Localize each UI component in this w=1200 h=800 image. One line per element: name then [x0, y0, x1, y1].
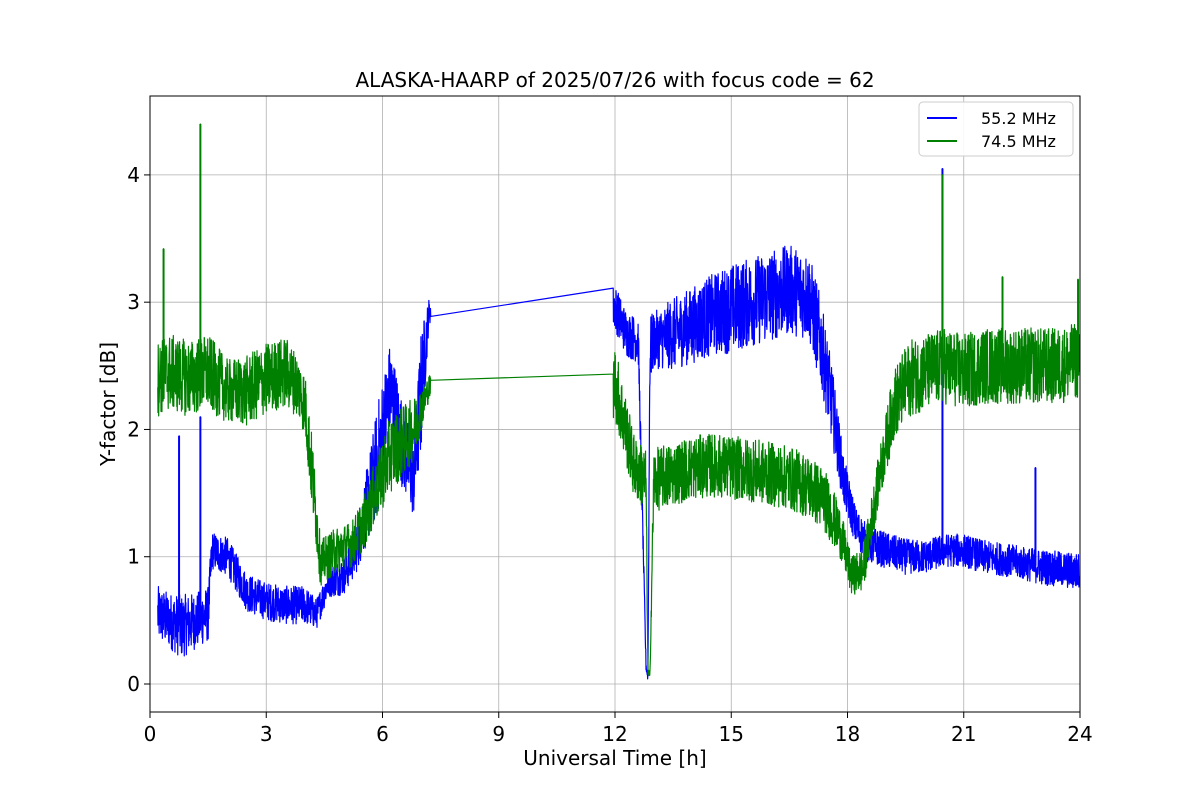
- y-tick-label: 2: [127, 417, 140, 441]
- series-1: [157, 123, 1080, 677]
- x-tick-label: 3: [260, 722, 273, 746]
- series-layer: [157, 123, 1080, 680]
- y-tick-label: 4: [127, 163, 140, 187]
- x-tick-label: 6: [376, 722, 389, 746]
- x-tick-label: 0: [144, 722, 157, 746]
- y-tick-label: 1: [127, 545, 140, 569]
- x-axis-label: Universal Time [h]: [523, 746, 706, 770]
- series-line-0: [157, 167, 1080, 680]
- y-axis-label: Y-factor [dB]: [96, 342, 120, 467]
- y-tick-label: 3: [127, 290, 140, 314]
- x-tick-label: 9: [492, 722, 505, 746]
- y-tick-label: 0: [127, 672, 140, 696]
- series-line-1: [157, 123, 1080, 677]
- x-tick-label: 12: [602, 722, 627, 746]
- x-tick-label: 18: [835, 722, 860, 746]
- x-tick-label: 15: [719, 722, 744, 746]
- legend-label-1: 74.5 MHz: [981, 132, 1056, 151]
- x-tick-label: 24: [1067, 722, 1092, 746]
- y-axis: 0 1 2 3 4: [127, 163, 150, 696]
- legend-label-0: 55.2 MHz: [981, 109, 1056, 128]
- chart-title: ALASKA-HAARP of 2025/07/26 with focus co…: [355, 68, 874, 92]
- x-axis: 0 3 6 9 12 15 18 21 24: [144, 712, 1093, 746]
- legend-box: [918, 101, 1074, 157]
- legend: 55.2 MHz 74.5 MHz: [918, 101, 1074, 157]
- x-tick-label: 21: [951, 722, 976, 746]
